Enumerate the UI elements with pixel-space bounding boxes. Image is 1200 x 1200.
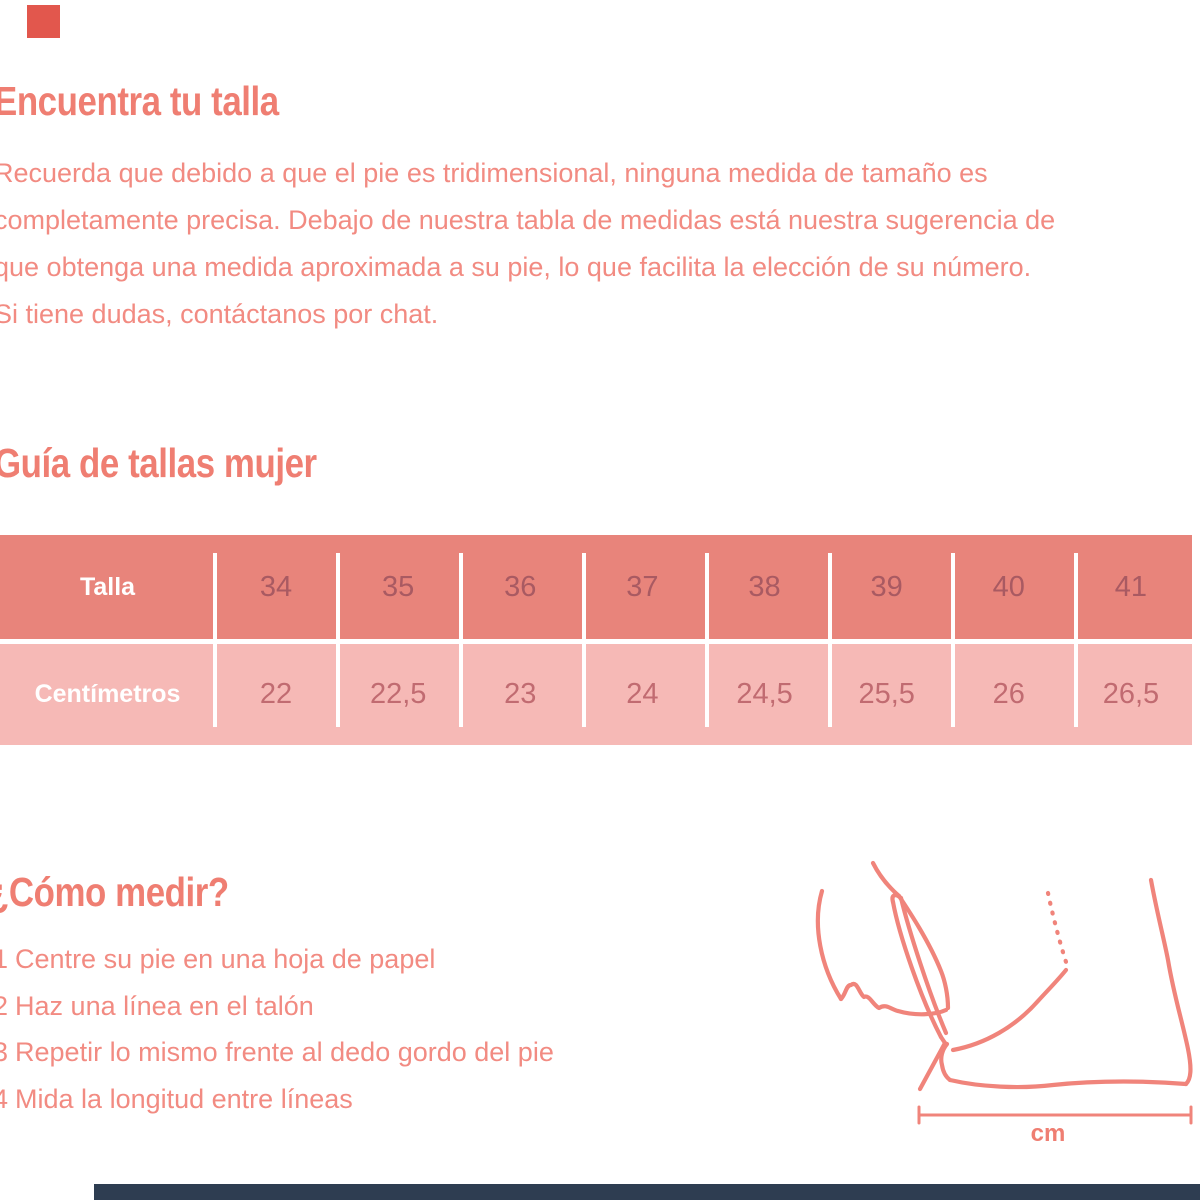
list-item: 2 Haz una línea en el talón [0, 991, 554, 1038]
cm-cell: 25,5 [858, 678, 915, 710]
cm-cell: 22 [259, 678, 293, 710]
column-divider [213, 553, 217, 727]
size-cell: 41 [1114, 570, 1148, 603]
cm-unit-label: cm [1030, 1120, 1066, 1147]
foot-instep-line [950, 967, 1069, 1053]
red-marker-square [27, 5, 60, 38]
foot-measuring-illustration [795, 853, 1200, 1153]
list-item: 3 Repetir lo mismo frente al dedo gordo d… [0, 1037, 554, 1084]
size-cell: 38 [748, 570, 781, 603]
step-text: Centre su pie en una hoja de papel [15, 944, 436, 974]
column-divider [705, 553, 709, 727]
measure-steps-list: 1 Centre su pie en una hoja de papel 2 Haz… [0, 944, 554, 1130]
pencil-line-b [890, 899, 944, 1040]
hand-fingers-line [838, 981, 949, 1017]
intro-paragraph: Recuerda que debido a que el pie es trid… [0, 150, 1200, 338]
arm-left-line [815, 888, 844, 1002]
intro-line: Si tiene dudas, contáctanos por chat. [0, 299, 439, 329]
intro-line: Recuerda que debido a que el pie es trid… [0, 158, 988, 188]
foot-sole-line [947, 1077, 1189, 1090]
column-divider [459, 553, 463, 727]
cm-cell: 26 [992, 678, 1025, 710]
how-to-measure-title: ¿Cómo medir? [0, 869, 229, 915]
heel-back-line [1148, 877, 1193, 1087]
step-number: 2 [0, 990, 9, 1021]
column-divider [582, 553, 586, 727]
cm-cell: 24 [626, 678, 659, 710]
footer-dark-bar [94, 1184, 1200, 1200]
size-cell: 34 [259, 570, 293, 603]
size-guide-title: Guía de tallas mujer [0, 440, 317, 486]
size-cell: 39 [870, 570, 903, 603]
foot-tracing-icon [815, 860, 1193, 1125]
intro-line: completamente precisa. Debajo de nuestra… [0, 205, 1056, 235]
page-title: Encuentra tu talla [0, 78, 279, 124]
size-cell: 36 [504, 570, 537, 603]
step-number: 1 [0, 944, 9, 974]
step-text: Repetir lo mismo frente al dedo gordo de… [15, 1037, 554, 1067]
column-divider [336, 553, 340, 727]
size-table: Talla 34 35 36 37 38 39 40 41 Centímetro… [0, 535, 1192, 745]
size-cell: 37 [626, 570, 659, 603]
hand-edge-line [896, 893, 951, 1011]
ankle-dashed-line [1045, 890, 1070, 968]
column-divider [828, 553, 832, 727]
step-number: 4 [0, 1083, 9, 1114]
row-header-talla: Talla [79, 572, 136, 601]
step-number: 3 [0, 1037, 9, 1067]
cm-cell: 24,5 [736, 678, 793, 710]
wrist-line [870, 860, 902, 899]
size-cell: 40 [992, 570, 1025, 603]
column-divider [1074, 553, 1078, 727]
intro-line: que obtenga una medida aproximada a su p… [0, 252, 1032, 282]
pencil-top [890, 893, 904, 905]
table-row-sizes: Talla 34 35 36 37 38 39 40 41 [0, 535, 1192, 639]
cm-cell: 23 [504, 678, 537, 710]
list-item: 1 Centre su pie en una hoja de papel [0, 944, 554, 991]
column-divider [951, 553, 955, 727]
pencil-line-a [898, 895, 949, 1036]
foot-front-line [939, 1041, 953, 1083]
cm-cell: 22,5 [369, 678, 427, 710]
table-row-centimeters: Centímetros 22 22,5 23 24 24,5 25,5 26 2… [0, 644, 1192, 745]
cm-cell: 26,5 [1102, 678, 1160, 710]
step-text: Haz una línea en el talón [15, 990, 314, 1021]
row-header-centimetros: Centímetros [34, 680, 181, 708]
step-text: Mida la longitud entre líneas [15, 1083, 353, 1114]
size-cell: 35 [382, 570, 415, 603]
list-item: 4 Mida la longitud entre líneas [0, 1084, 554, 1131]
